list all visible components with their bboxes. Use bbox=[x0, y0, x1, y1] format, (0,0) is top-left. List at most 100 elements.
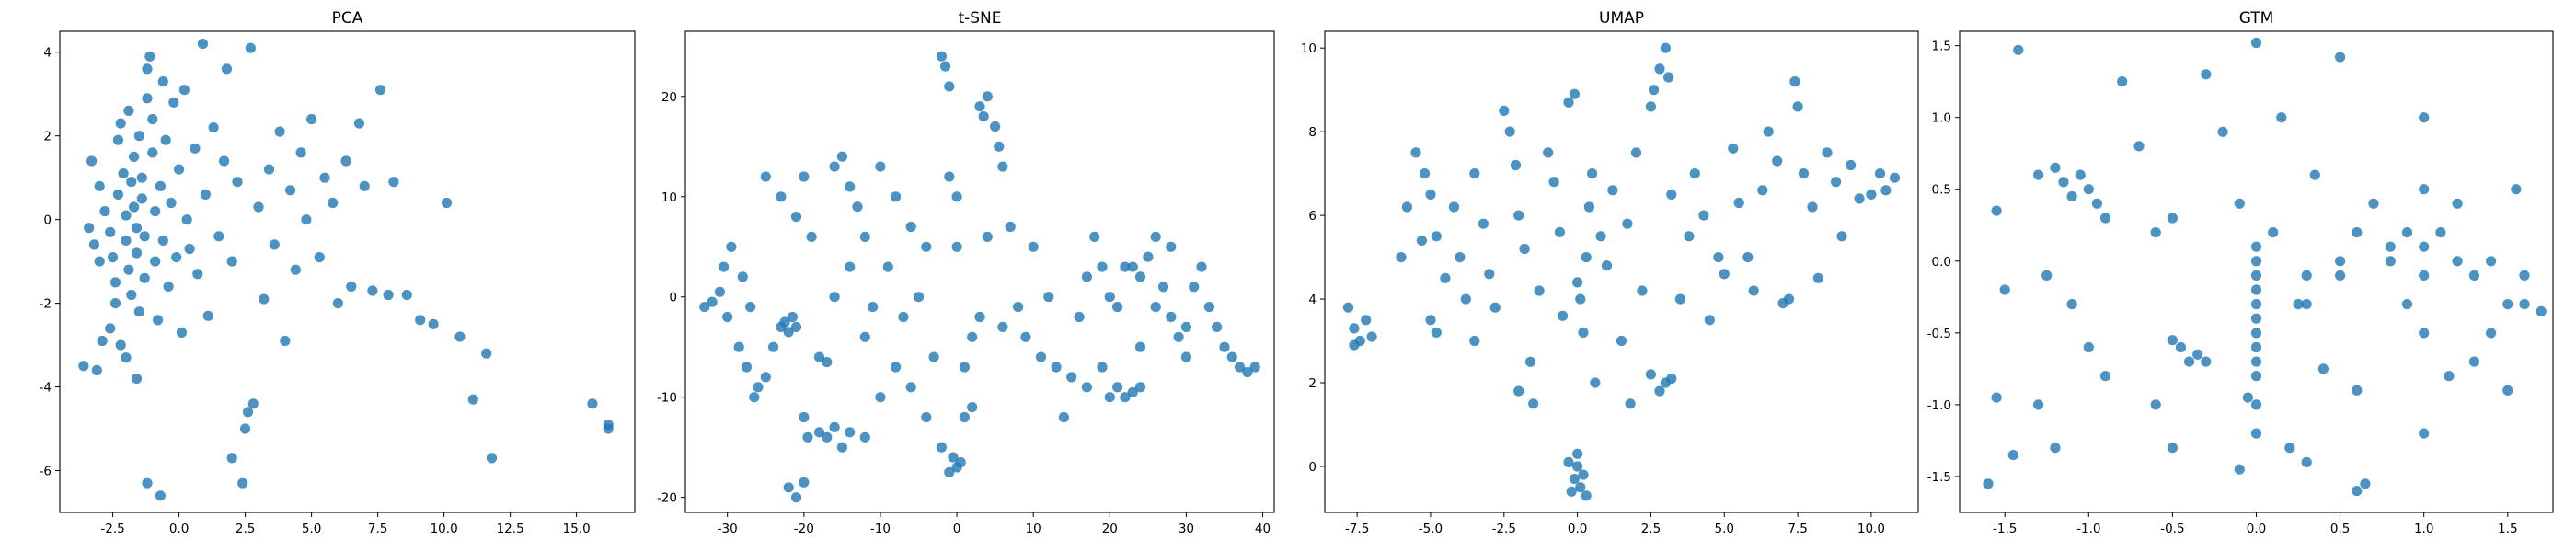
data-point bbox=[136, 193, 147, 204]
data-point bbox=[112, 134, 123, 145]
y-tick-label: -20 bbox=[657, 491, 677, 506]
data-point bbox=[142, 63, 153, 75]
data-point bbox=[859, 231, 870, 242]
data-point bbox=[1578, 469, 1589, 480]
data-point bbox=[2175, 341, 2187, 353]
data-point bbox=[1005, 221, 1016, 233]
data-point bbox=[171, 252, 182, 263]
data-point bbox=[1889, 172, 1901, 183]
data-point bbox=[1366, 331, 1377, 342]
x-tick-label: 30 bbox=[1179, 522, 1194, 536]
y-tick-label: 0 bbox=[669, 291, 677, 305]
data-point bbox=[2250, 356, 2262, 367]
data-point bbox=[2250, 341, 2262, 353]
y-tick-label: -4 bbox=[40, 381, 52, 396]
data-point bbox=[1349, 339, 1360, 351]
data-point bbox=[806, 231, 817, 242]
data-point bbox=[1173, 331, 1184, 342]
data-point bbox=[1880, 185, 1892, 196]
data-point bbox=[1226, 351, 1237, 362]
data-point bbox=[898, 311, 909, 323]
data-point bbox=[1242, 366, 1253, 378]
data-point bbox=[1342, 302, 1354, 313]
data-point bbox=[2091, 198, 2102, 209]
x-tick-label: 5.0 bbox=[302, 522, 321, 536]
data-point bbox=[1581, 490, 1592, 501]
x-tick-label: -1.5 bbox=[1993, 522, 2017, 536]
data-point bbox=[2150, 227, 2161, 238]
data-point bbox=[859, 331, 870, 342]
data-point bbox=[147, 113, 158, 125]
data-point bbox=[1798, 168, 1810, 179]
y-tick-label: 8 bbox=[1308, 125, 1317, 140]
data-point bbox=[1484, 269, 1495, 280]
data-point bbox=[84, 223, 95, 234]
data-point bbox=[166, 197, 177, 209]
data-point bbox=[280, 335, 291, 347]
data-point bbox=[150, 206, 161, 217]
data-point bbox=[2184, 356, 2195, 367]
data-point bbox=[2317, 363, 2329, 374]
x-tick-label: 15.0 bbox=[563, 522, 591, 536]
y-tick-label: 0 bbox=[1308, 460, 1317, 475]
data-point bbox=[1469, 335, 1480, 347]
data-point bbox=[891, 191, 902, 202]
data-point bbox=[1396, 252, 1407, 263]
data-point bbox=[2368, 198, 2379, 209]
data-point bbox=[328, 197, 339, 209]
data-point bbox=[936, 442, 947, 453]
x-tick-label: 10.0 bbox=[1857, 522, 1885, 536]
data-point bbox=[799, 411, 810, 423]
data-point bbox=[1569, 88, 1580, 99]
data-point bbox=[2167, 213, 2178, 224]
data-point bbox=[1104, 392, 1115, 403]
data-point bbox=[332, 298, 343, 309]
data-point bbox=[340, 155, 351, 167]
data-point bbox=[1698, 210, 1709, 221]
data-point bbox=[1630, 147, 1642, 158]
data-point bbox=[174, 164, 185, 175]
y-tick-label: 1.5 bbox=[1932, 40, 1951, 54]
y-tick-label: -2 bbox=[40, 297, 52, 312]
x-tick-label: 0 bbox=[953, 522, 961, 536]
data-point bbox=[1219, 341, 1230, 352]
x-tick-label: -0.5 bbox=[2160, 522, 2184, 536]
data-point bbox=[290, 264, 301, 275]
data-point bbox=[1836, 231, 1847, 242]
data-point bbox=[2066, 190, 2077, 202]
data-point bbox=[221, 63, 233, 75]
x-tick-label: 10.0 bbox=[431, 522, 458, 536]
data-point bbox=[253, 201, 264, 213]
data-point bbox=[2502, 299, 2513, 310]
data-point bbox=[1733, 197, 1744, 209]
data-point bbox=[829, 292, 840, 303]
data-point bbox=[88, 239, 99, 250]
y-tick-label: -1.0 bbox=[1927, 398, 1951, 413]
data-point bbox=[1097, 362, 1108, 373]
data-point bbox=[2050, 162, 2061, 173]
data-point bbox=[936, 51, 947, 62]
data-point bbox=[790, 212, 802, 223]
data-point bbox=[157, 76, 168, 87]
data-point bbox=[1513, 385, 1524, 397]
data-point bbox=[2352, 385, 2363, 396]
data-point bbox=[1081, 382, 1092, 393]
data-point bbox=[845, 181, 856, 192]
data-point bbox=[836, 442, 848, 453]
data-point bbox=[2352, 486, 2363, 497]
data-point bbox=[2041, 270, 2053, 281]
data-point bbox=[168, 97, 179, 108]
data-point bbox=[2301, 299, 2312, 310]
data-point bbox=[2502, 385, 2513, 396]
data-point bbox=[123, 264, 134, 275]
x-tick-label: 2.5 bbox=[1641, 522, 1661, 536]
data-point bbox=[1196, 261, 1207, 272]
data-point bbox=[155, 180, 166, 191]
data-point bbox=[1534, 285, 1545, 296]
data-point bbox=[150, 256, 161, 267]
data-point bbox=[2250, 284, 2262, 295]
data-point bbox=[2419, 328, 2430, 339]
data-point bbox=[868, 302, 879, 313]
data-point bbox=[2435, 227, 2446, 238]
data-point bbox=[905, 221, 916, 233]
